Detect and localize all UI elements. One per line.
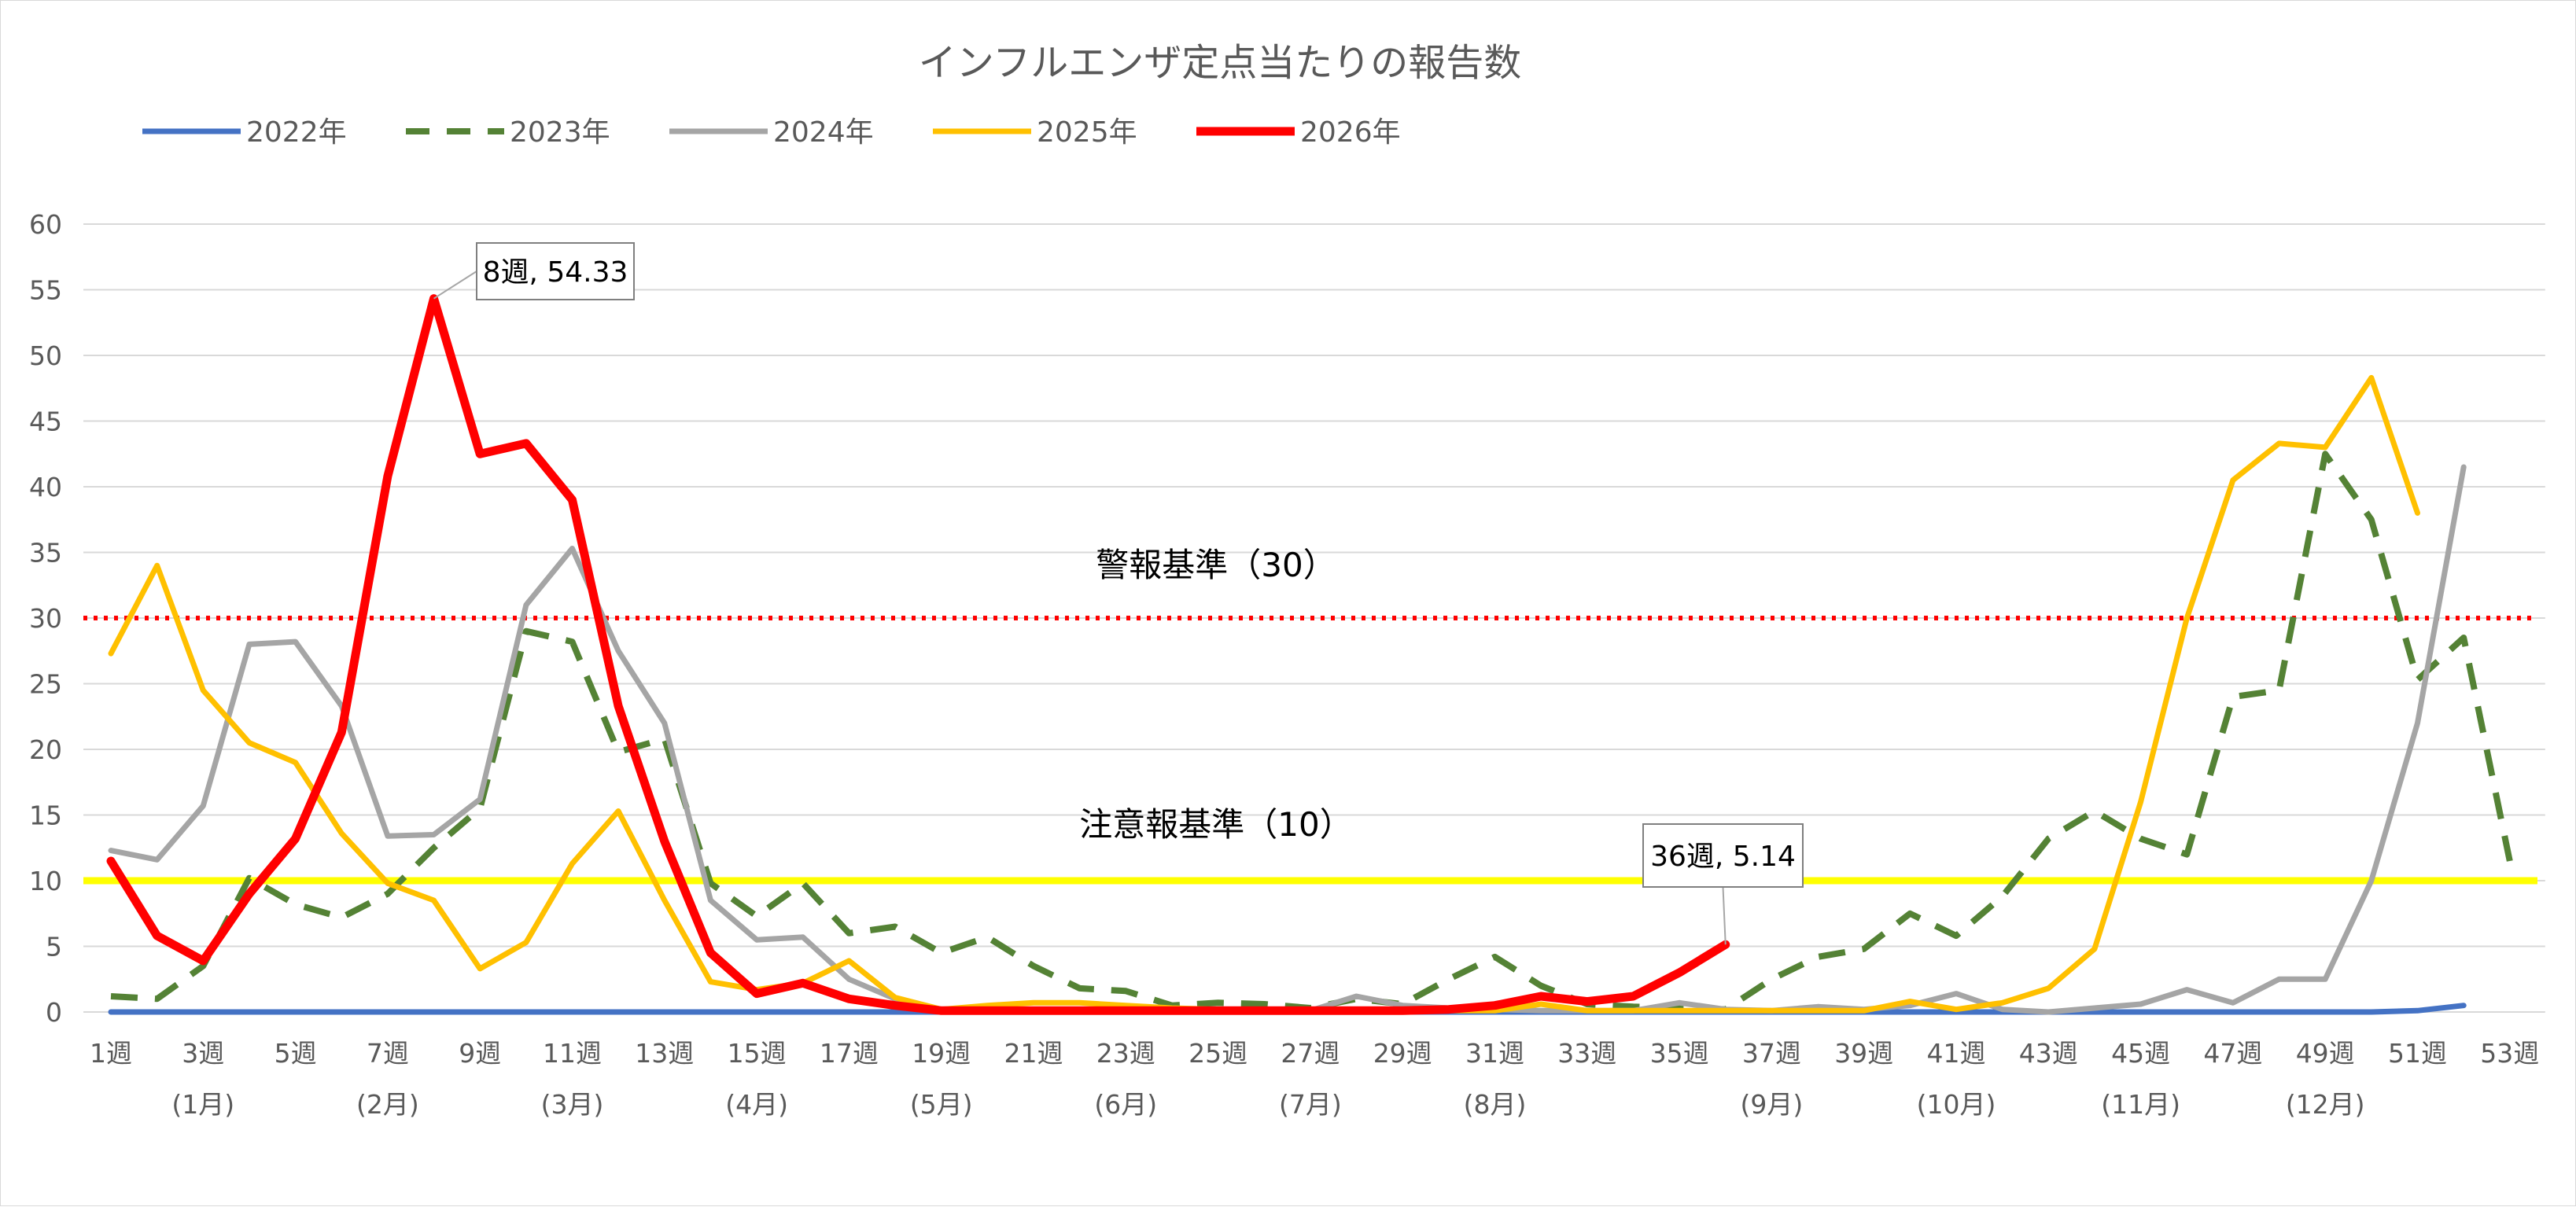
x-tick-label: 49週: [2296, 1038, 2355, 1069]
x-month-label: (12月): [2286, 1089, 2365, 1120]
x-month-label: (5月): [910, 1089, 973, 1120]
callout-box: [1642, 823, 1804, 888]
y-tick-label: 15: [29, 800, 62, 831]
y-tick-label: 45: [29, 407, 62, 437]
callout-leader: [433, 270, 477, 300]
x-tick-label: 33週: [1557, 1038, 1616, 1069]
x-tick-label: 23週: [1096, 1038, 1155, 1069]
y-tick-label: 0: [46, 997, 62, 1028]
legend-label: 2023年: [510, 116, 610, 149]
legend[interactable]: 2022年 2023年 2024年 2025年 2026年: [142, 116, 1401, 149]
x-tick-label: 53週: [2480, 1038, 2539, 1069]
y-tick-label: 35: [29, 538, 62, 569]
chart-title: インフルエンザ定点当たりの報告数: [919, 41, 1522, 85]
data-callouts: 8週, 54.33 36週, 5.14: [433, 242, 1804, 945]
x-tick-label: 43週: [2019, 1038, 2078, 1069]
x-tick-label: 47週: [2203, 1038, 2262, 1069]
x-tick-label: 7週: [367, 1038, 409, 1069]
x-tick-label: 39週: [1834, 1038, 1893, 1069]
y-axis-ticks: 0 5 10 15 20 25 30 35 40 45 50 55 60: [29, 209, 62, 1028]
x-tick-label: 41週: [1927, 1038, 1986, 1069]
y-tick-label: 60: [29, 209, 62, 240]
y-tick-label: 5: [46, 932, 62, 962]
x-tick-label: 25週: [1188, 1038, 1247, 1069]
threshold-label: 注意報基準（10）: [1079, 805, 1352, 844]
callout-label: 8週, 54.33: [483, 256, 628, 289]
x-month-label: (6月): [1094, 1089, 1157, 1120]
x-tick-label: 5週: [275, 1038, 317, 1069]
legend-label: 2025年: [1037, 116, 1137, 149]
x-tick-label: 37週: [1742, 1038, 1801, 1069]
threshold-label: 警報基準（30）: [1096, 546, 1336, 584]
legend-label: 2022年: [246, 116, 347, 149]
series-lines: [106, 294, 2513, 1015]
y-tick-label: 50: [29, 340, 62, 371]
x-tick-label: 3週: [182, 1038, 224, 1069]
legend-label: 2026年: [1300, 116, 1401, 149]
x-tick-label: 29週: [1373, 1038, 1432, 1069]
x-tick-label: 51週: [2388, 1038, 2447, 1069]
x-month-label: (4月): [725, 1089, 788, 1120]
x-tick-label: 11週: [543, 1038, 602, 1069]
x-month-label: (8月): [1464, 1089, 1527, 1120]
y-tick-label: 10: [29, 866, 62, 896]
x-month-label: (3月): [541, 1089, 604, 1120]
x-tick-label: 9週: [459, 1038, 501, 1069]
callout-label: 36週, 5.14: [1650, 841, 1796, 873]
x-tick-label: 1週: [90, 1038, 132, 1069]
series-line: [110, 451, 2513, 1013]
x-month-label: (7月): [1279, 1089, 1342, 1120]
x-axis-ticks: 1週 3週 5週 7週 9週 11週 13週 15週 17週 19週 21週 23週 25週 27週 29週…: [90, 1038, 2539, 1120]
y-tick-label: 55: [29, 275, 62, 306]
x-tick-label: 15週: [728, 1038, 787, 1069]
legend-label: 2024年: [773, 116, 874, 149]
y-tick-label: 30: [29, 603, 62, 634]
y-tick-label: 40: [29, 472, 62, 502]
x-tick-label: 19週: [912, 1038, 971, 1069]
x-tick-label: 13週: [635, 1038, 694, 1069]
x-month-label: (10月): [1917, 1089, 1996, 1120]
x-tick-label: 45週: [2111, 1038, 2170, 1069]
x-tick-label: 27週: [1281, 1038, 1340, 1069]
x-tick-label: 31週: [1465, 1038, 1524, 1069]
x-month-label: (11月): [2101, 1089, 2180, 1120]
y-tick-label: 25: [29, 669, 62, 700]
x-month-label: (2月): [356, 1089, 419, 1120]
x-month-label: (9月): [1741, 1089, 1804, 1120]
callout-box: [476, 242, 635, 300]
x-tick-label: 21週: [1004, 1038, 1063, 1069]
threshold-lines: 警報基準（30） 注意報基準（10）: [83, 546, 2537, 885]
x-month-label: (1月): [171, 1089, 234, 1120]
y-tick-label: 20: [29, 734, 62, 765]
series-line: [106, 294, 1730, 1015]
x-tick-label: 17週: [820, 1038, 879, 1069]
x-tick-label: 35週: [1650, 1038, 1709, 1069]
series-line: [108, 374, 2420, 1014]
callout-leader: [1722, 886, 1727, 945]
